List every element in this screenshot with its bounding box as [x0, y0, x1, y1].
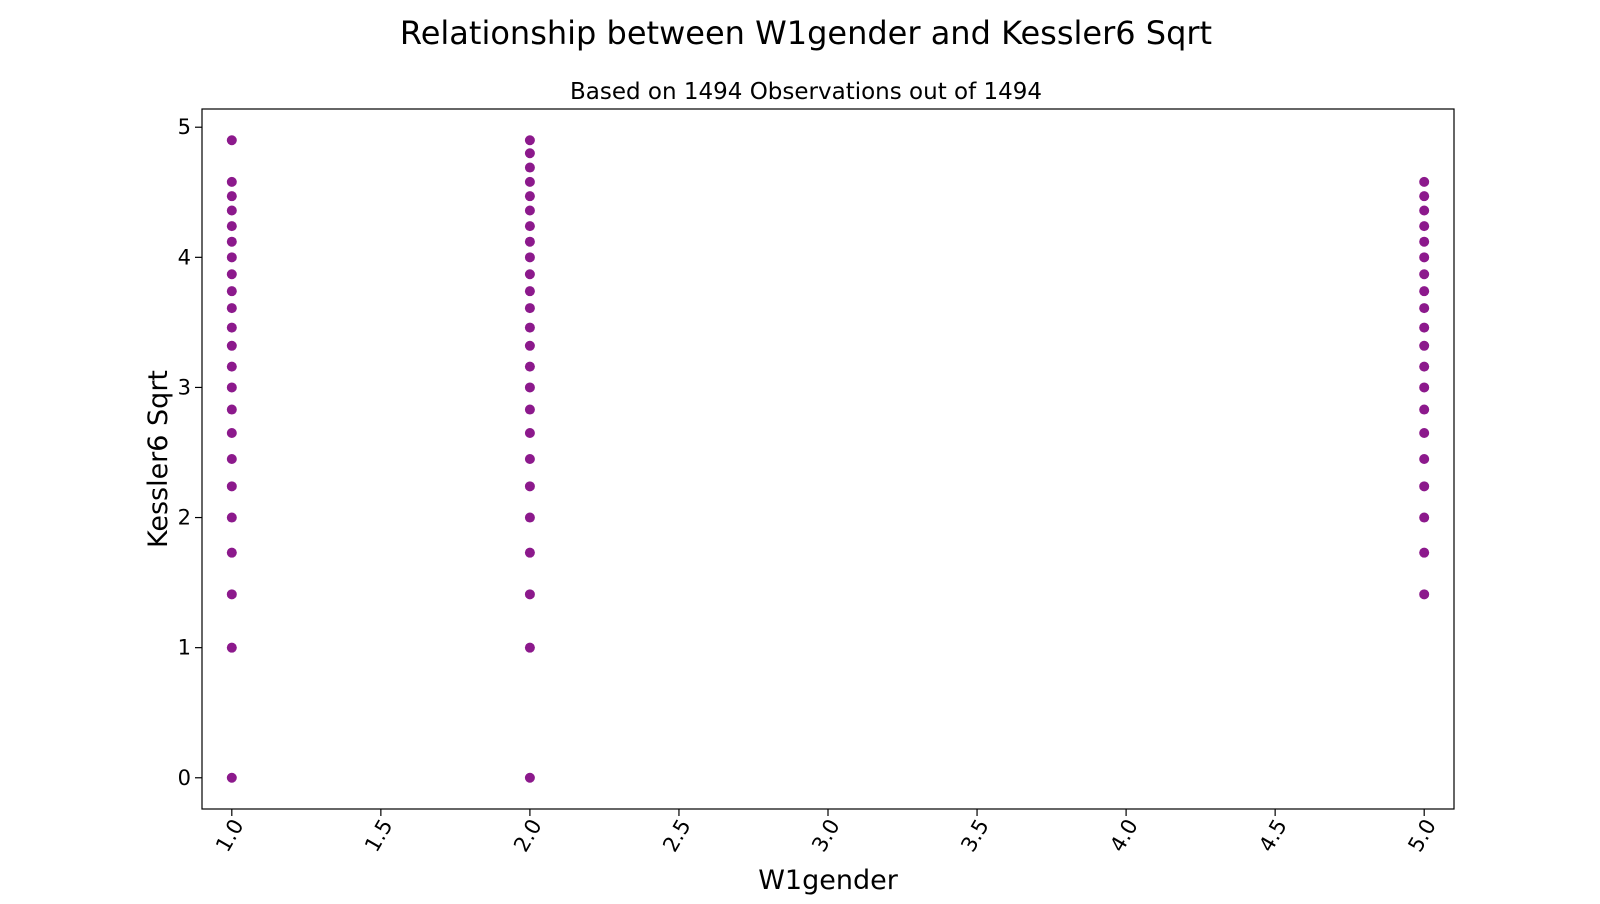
- data-point: [524, 148, 535, 159]
- data-point: [524, 642, 535, 653]
- data-point: [226, 340, 237, 351]
- data-point: [524, 221, 535, 232]
- y-tick-label: 5: [178, 115, 191, 139]
- data-point: [226, 269, 237, 280]
- data-point: [1419, 512, 1430, 523]
- data-point: [226, 642, 237, 653]
- data-point: [524, 236, 535, 247]
- data-point: [226, 322, 237, 333]
- x-tick-label: 3.5: [956, 815, 993, 856]
- data-point: [524, 772, 535, 783]
- x-tick-label: 2.0: [509, 815, 546, 856]
- data-point: [524, 252, 535, 263]
- data-point: [226, 589, 237, 600]
- x-axis-label: W1gender: [758, 865, 898, 896]
- data-point: [226, 236, 237, 247]
- data-point: [226, 361, 237, 372]
- data-point: [524, 382, 535, 393]
- x-tick-label: 2.5: [658, 815, 695, 856]
- data-point: [524, 135, 535, 146]
- data-point: [524, 286, 535, 297]
- x-tick-label: 3.0: [807, 815, 844, 856]
- x-axis: 1.0 1.5 2.0 2.5 3.0 3.5 4.0 4.5 5.0: [211, 809, 1441, 856]
- data-point: [524, 361, 535, 372]
- data-point: [1419, 236, 1430, 247]
- points-layer: [226, 135, 1430, 783]
- data-point: [524, 547, 535, 558]
- data-point: [1419, 269, 1430, 280]
- data-point: [226, 404, 237, 415]
- data-point: [226, 191, 237, 202]
- data-point: [1419, 361, 1430, 372]
- data-point: [524, 404, 535, 415]
- data-point: [1419, 547, 1430, 558]
- data-point: [524, 512, 535, 523]
- data-point: [524, 191, 535, 202]
- x-tick-label: 4.5: [1254, 815, 1291, 856]
- data-point: [226, 454, 237, 464]
- x-tick-label: 5.0: [1403, 815, 1440, 856]
- data-point: [226, 512, 237, 523]
- data-point: [226, 221, 237, 232]
- y-tick-label: 3: [178, 375, 191, 399]
- y-tick-label: 0: [178, 766, 191, 790]
- data-point: [524, 427, 535, 438]
- data-point: [1419, 176, 1430, 187]
- data-point: [1419, 427, 1430, 438]
- data-point: [1419, 404, 1430, 415]
- data-point: [226, 481, 237, 492]
- data-point: [524, 481, 535, 492]
- y-tick-label: 2: [178, 506, 191, 530]
- data-point: [226, 135, 237, 146]
- chart-subtitle: Based on 1494 Observations out of 1494: [570, 79, 1042, 105]
- data-point: [524, 589, 535, 600]
- chart-title: Relationship between W1gender and Kessle…: [400, 14, 1212, 52]
- data-point: [1419, 454, 1430, 464]
- y-tick-label: 1: [178, 636, 191, 660]
- data-point: [226, 303, 237, 314]
- data-point: [1419, 252, 1430, 263]
- data-point: [226, 286, 237, 297]
- y-tick-label: 4: [178, 245, 191, 269]
- data-point: [226, 427, 237, 438]
- data-point: [226, 382, 237, 393]
- data-point: [1419, 205, 1430, 216]
- data-point: [524, 340, 535, 351]
- data-point: [226, 252, 237, 263]
- data-point: [524, 303, 535, 314]
- data-point: [524, 322, 535, 333]
- data-point: [524, 269, 535, 280]
- data-point: [226, 547, 237, 558]
- y-axis-label: Kessler6 Sqrt: [143, 370, 174, 548]
- data-point: [1419, 221, 1430, 232]
- data-point: [524, 205, 535, 216]
- x-tick-label: 4.0: [1105, 815, 1142, 856]
- data-point: [1419, 286, 1430, 297]
- data-point: [226, 205, 237, 216]
- data-point: [1419, 322, 1430, 333]
- data-point: [1419, 340, 1430, 351]
- data-point: [1419, 589, 1430, 600]
- data-point: [1419, 303, 1430, 314]
- data-point: [1419, 191, 1430, 202]
- data-point: [524, 176, 535, 187]
- data-point: [524, 162, 535, 173]
- data-point: [524, 454, 535, 464]
- y-axis: 0 1 2 3 4 5: [178, 115, 202, 790]
- data-point: [1419, 481, 1430, 492]
- x-tick-label: 1.5: [360, 815, 397, 856]
- data-point: [226, 176, 237, 187]
- data-point: [1419, 382, 1430, 393]
- data-point: [226, 772, 237, 783]
- x-tick-label: 1.0: [211, 815, 248, 856]
- plot-frame: [201, 108, 1455, 810]
